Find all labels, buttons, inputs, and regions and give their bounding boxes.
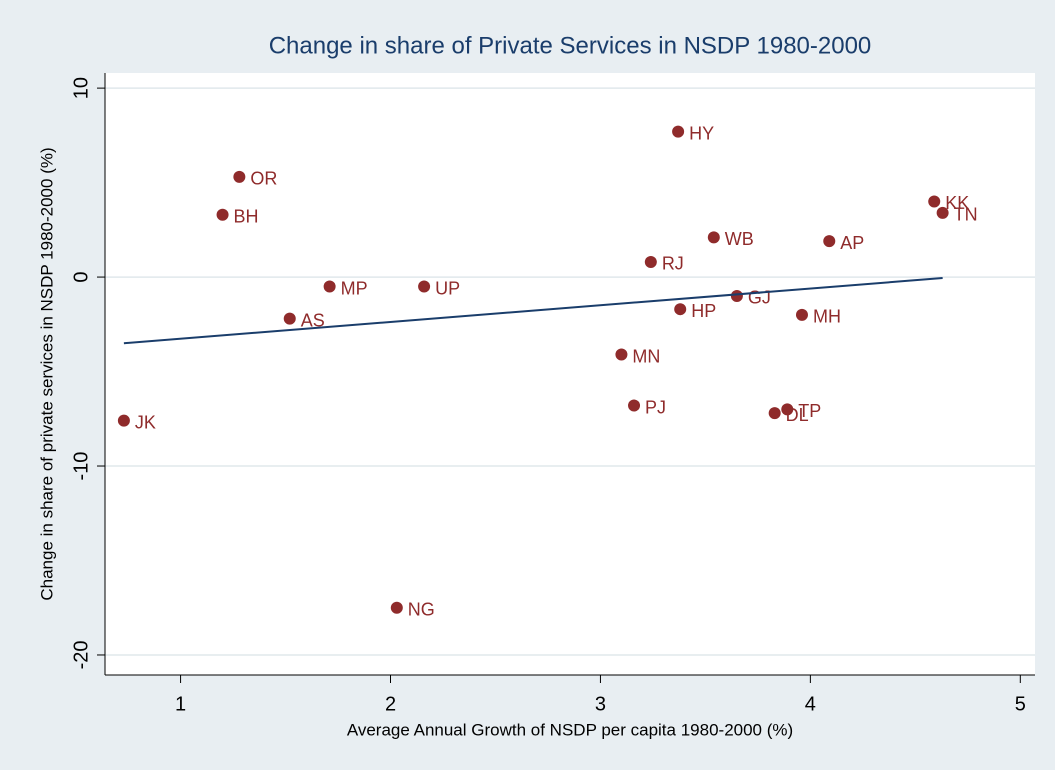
y-axis-label: Change in share of private services in N… (37, 147, 56, 600)
point (730, 289, 743, 302)
point (117, 414, 130, 427)
point (781, 403, 794, 416)
point (628, 399, 641, 412)
point (672, 125, 685, 138)
chart-title: Change in share of Private Services in N… (269, 32, 872, 59)
x-tick-label: 2 (385, 693, 396, 715)
point-label: OR (250, 169, 277, 189)
y-tick-label: -20 (70, 641, 92, 670)
point-label: KK (945, 193, 969, 213)
point (390, 601, 403, 614)
point (615, 348, 628, 361)
point-label: RJ (662, 254, 684, 274)
point (216, 208, 229, 221)
point (823, 235, 836, 248)
point-label: AS (301, 310, 325, 330)
point-label: JK (135, 412, 156, 432)
point (795, 308, 808, 321)
point-label: BH (234, 206, 259, 226)
point (418, 280, 431, 293)
plot-area (105, 73, 1035, 675)
point (644, 255, 657, 268)
y-tick-label: -10 (70, 452, 92, 481)
y-tick-label: 0 (70, 272, 92, 283)
point (323, 280, 336, 293)
y-tick-label: 10 (70, 77, 92, 99)
x-tick-label: 4 (805, 693, 816, 715)
point-label: GJ (748, 288, 771, 308)
point-label: AP (840, 233, 864, 253)
point-label: MH (813, 307, 841, 327)
point-label: UP (435, 278, 460, 298)
point-label: TP (798, 401, 821, 421)
point (233, 170, 246, 183)
point-label: NG (408, 599, 435, 619)
point-label: MN (632, 346, 660, 366)
point-label: HY (689, 123, 714, 143)
point-label: PJ (645, 397, 666, 417)
point-label: HP (691, 301, 716, 321)
point-label: MP (341, 278, 368, 298)
point (928, 195, 941, 208)
point-label: TN (954, 205, 978, 225)
x-tick-label: 1 (175, 693, 186, 715)
x-tick-label: 3 (595, 693, 606, 715)
point (674, 303, 687, 316)
point (936, 206, 949, 219)
x-tick-label: 5 (1015, 693, 1026, 715)
x-axis-label: Average Annual Growth of NSDP per capita… (347, 720, 793, 739)
fit-line (123, 277, 943, 345)
point (283, 312, 296, 325)
point-label: WB (725, 229, 754, 249)
point (707, 231, 720, 244)
point (768, 407, 781, 420)
